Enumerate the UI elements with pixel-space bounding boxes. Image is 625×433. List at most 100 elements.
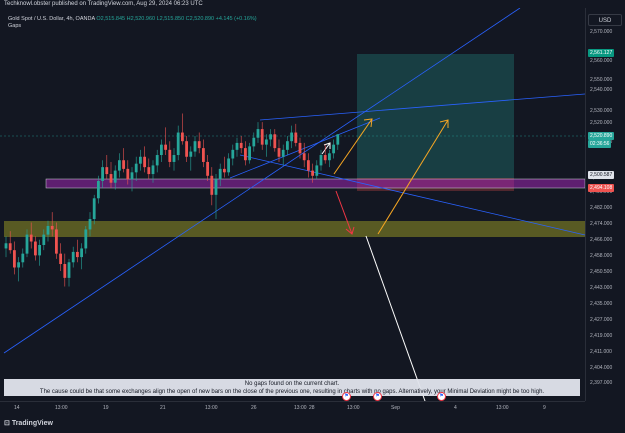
purple-zone[interactable]: [45, 178, 585, 189]
trendline-long[interactable]: [3, 8, 521, 354]
candlestick-series[interactable]: [4, 113, 340, 287]
price-tick: 2,458.000: [590, 253, 613, 259]
candle-body: [323, 155, 327, 161]
time-label: 13:00: [55, 405, 68, 411]
symbol-title[interactable]: Gold Spot / U.S. Dollar, 4h, OANDA: [8, 16, 95, 22]
price-scale[interactable]: [585, 8, 625, 401]
countdown-label: 02:36:56: [588, 140, 612, 148]
no-gaps-message: No gaps found on the current chart. The …: [4, 379, 580, 396]
candle-body: [227, 158, 230, 173]
time-label: 21: [160, 405, 166, 411]
arrow-red[interactable]: [335, 190, 355, 235]
candle-body: [42, 234, 46, 245]
price-tick: 2,570.000: [590, 29, 613, 35]
candle-body: [210, 175, 214, 195]
time-label: 13:00: [496, 405, 509, 411]
arrow-white-down[interactable]: [365, 235, 426, 401]
candle-body: [235, 142, 239, 150]
candle-body: [17, 262, 20, 268]
candle-body: [223, 168, 226, 173]
candle-body: [277, 148, 281, 157]
time-label: 13:00: [347, 405, 360, 411]
candle-body: [319, 155, 323, 166]
candle-body: [105, 167, 109, 175]
trendline-lower[interactable]: [239, 154, 585, 236]
candle-body: [168, 149, 172, 162]
candle-body: [189, 151, 193, 157]
price-tick: 2,466.000: [590, 237, 613, 243]
price-tick: 2,419.000: [590, 333, 613, 339]
current-price-label: 2,520.890: [588, 132, 615, 140]
candle-body: [147, 167, 151, 175]
candle-body: [151, 165, 155, 175]
price-tick: 2,427.000: [590, 317, 613, 323]
candle-body: [25, 234, 29, 254]
stop-price-label: 2,494.108: [588, 184, 615, 192]
arrow-orange-1[interactable]: [333, 118, 373, 175]
price-tick: 2,482.000: [590, 205, 613, 211]
candle-body: [97, 180, 100, 199]
time-label: Sep: [391, 405, 400, 411]
entry-price-label: 2,500.587: [588, 171, 615, 179]
candle-body: [67, 262, 71, 278]
currency-button[interactable]: USD: [588, 14, 622, 26]
logo-icon: ⊡: [4, 420, 12, 427]
target-zone[interactable]: [357, 54, 514, 178]
flag-icon[interactable]: ⚑: [437, 392, 446, 401]
candle-body: [38, 244, 41, 256]
flag-icon[interactable]: ⚑: [373, 392, 382, 401]
candle-body: [311, 170, 314, 176]
arrow-orange-2[interactable]: [377, 119, 449, 235]
candle-body: [113, 170, 117, 183]
price-tick: 2,474.000: [590, 221, 613, 227]
price-tick: 2,435.000: [590, 301, 613, 307]
time-label: 9: [543, 405, 546, 411]
ohlc-values: O2,515.845 H2,520.960 L2,515.850 C2,520.…: [96, 16, 257, 22]
candle-body: [302, 153, 306, 161]
candle-body: [252, 137, 256, 147]
trendline-mid[interactable]: [229, 117, 381, 179]
candle-body: [80, 248, 83, 258]
brand-label: TradingView: [11, 420, 53, 427]
candle-body: [143, 156, 146, 168]
time-axis[interactable]: [0, 401, 585, 416]
candle-body: [269, 134, 272, 140]
candle-body: [122, 160, 125, 169]
candle-body: [231, 149, 235, 159]
candle-body: [126, 168, 130, 180]
price-tick: 2,411.000: [590, 349, 612, 355]
price-chart[interactable]: [0, 8, 585, 401]
arrow-white-up[interactable]: [321, 142, 331, 155]
price-tick: 2,540.000: [590, 87, 613, 93]
yellow-zone[interactable]: [4, 221, 585, 237]
candle-body: [109, 174, 113, 183]
candle-body: [63, 264, 67, 278]
time-label: 13:00: [205, 405, 218, 411]
candle-body: [101, 167, 104, 181]
candle-body: [281, 149, 285, 157]
candle-body: [71, 251, 75, 263]
indicator-gaps[interactable]: Gaps: [8, 23, 22, 29]
flag-icon[interactable]: ⚑: [342, 392, 351, 401]
candle-body: [307, 160, 310, 171]
time-label: 19: [103, 405, 109, 411]
candle-body: [248, 146, 251, 161]
candle-body: [46, 225, 50, 235]
message-title: No gaps found on the current chart.: [244, 381, 340, 387]
price-tick: 2,550.000: [590, 77, 613, 83]
price-tick: 2,520.000: [590, 120, 613, 126]
candle-body: [256, 129, 260, 138]
candle-body: [239, 142, 243, 149]
price-tick: 2,397.000: [590, 380, 613, 386]
trendline-upper[interactable]: [259, 93, 585, 121]
symbol-legend[interactable]: Gold Spot / U.S. Dollar, 4h, OANDA O2,51…: [8, 15, 257, 23]
candle-body: [21, 253, 25, 263]
candle-body: [88, 219, 92, 230]
candle-body: [244, 148, 247, 161]
candle-body: [336, 134, 340, 145]
candle-body: [134, 163, 138, 173]
candle-body: [214, 179, 218, 195]
candle-body: [55, 229, 58, 254]
candle-body: [273, 134, 277, 149]
candle-body: [130, 172, 134, 180]
